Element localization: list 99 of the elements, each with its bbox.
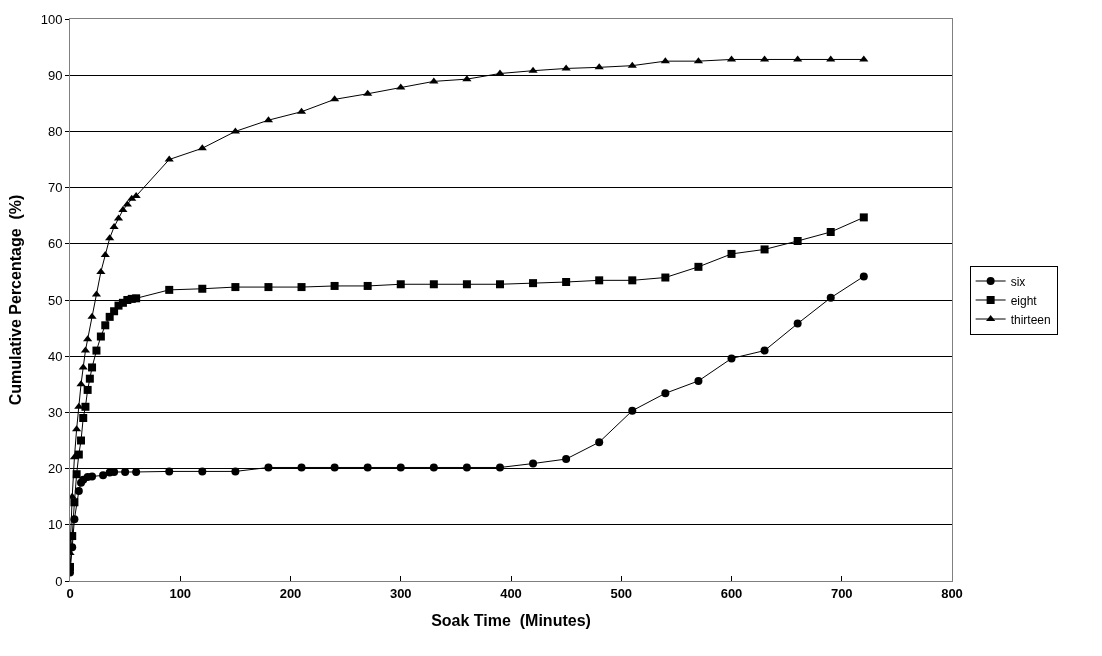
y-tick-label: 90 bbox=[47, 67, 63, 83]
point bbox=[528, 66, 538, 73]
point bbox=[495, 69, 505, 76]
legend-label: thirteen bbox=[1010, 312, 1051, 327]
point bbox=[79, 414, 88, 423]
point bbox=[330, 463, 339, 472]
x-tick-label: 100 bbox=[169, 585, 192, 601]
point bbox=[661, 273, 670, 282]
y-tick-label: 10 bbox=[47, 517, 63, 533]
legend-label: eight bbox=[1010, 293, 1038, 308]
point bbox=[628, 406, 637, 415]
point bbox=[826, 228, 835, 236]
point bbox=[72, 425, 82, 432]
point bbox=[562, 278, 571, 287]
point bbox=[74, 487, 83, 496]
point bbox=[826, 293, 835, 302]
point bbox=[462, 463, 471, 472]
point bbox=[462, 280, 471, 289]
x-tick-label: 0 bbox=[66, 585, 74, 601]
point bbox=[100, 251, 110, 258]
x-tick-label: 500 bbox=[610, 585, 633, 601]
point bbox=[562, 455, 571, 464]
point bbox=[727, 354, 736, 363]
point bbox=[793, 319, 802, 328]
y-tick-label: 100 bbox=[40, 11, 63, 27]
point bbox=[793, 236, 802, 245]
point bbox=[92, 346, 101, 355]
point bbox=[231, 467, 240, 476]
point bbox=[127, 194, 137, 201]
x-tick-label: 200 bbox=[279, 585, 302, 601]
point bbox=[231, 283, 240, 292]
point bbox=[198, 284, 207, 293]
y-tick-label: 50 bbox=[47, 292, 63, 308]
point bbox=[83, 385, 92, 394]
y-tick-label: 0 bbox=[55, 573, 63, 589]
point bbox=[495, 463, 504, 472]
point bbox=[363, 463, 372, 472]
point bbox=[727, 249, 736, 258]
point bbox=[83, 335, 93, 342]
point bbox=[297, 283, 306, 292]
point bbox=[661, 389, 670, 398]
point bbox=[118, 206, 128, 213]
x-tick-label: 700 bbox=[830, 585, 853, 601]
point bbox=[88, 363, 97, 372]
point bbox=[595, 438, 604, 447]
point bbox=[760, 346, 769, 355]
point bbox=[105, 234, 115, 241]
point bbox=[660, 57, 670, 64]
point bbox=[627, 61, 637, 68]
y-tick-label: 30 bbox=[47, 404, 63, 420]
x-tick-label: 400 bbox=[500, 585, 522, 601]
x-tick-label: 600 bbox=[720, 585, 743, 601]
y-tick-label: 70 bbox=[47, 180, 63, 196]
point bbox=[396, 463, 405, 472]
point bbox=[96, 332, 105, 341]
point bbox=[595, 276, 604, 285]
point bbox=[859, 213, 868, 222]
x-tick-label: 800 bbox=[941, 585, 963, 601]
point bbox=[101, 321, 110, 330]
point bbox=[694, 376, 703, 385]
legend-label: six bbox=[1010, 274, 1026, 289]
y-axis-title: Cumulative Percentage (%) bbox=[6, 194, 24, 406]
point bbox=[264, 283, 273, 292]
point bbox=[628, 276, 637, 285]
point bbox=[96, 267, 106, 274]
point bbox=[70, 453, 80, 460]
point bbox=[77, 436, 86, 445]
point bbox=[859, 272, 868, 281]
point bbox=[429, 280, 438, 289]
x-axis-title: Soak Time (Minutes) bbox=[431, 612, 591, 630]
point bbox=[396, 280, 405, 289]
point bbox=[81, 402, 90, 411]
point bbox=[495, 280, 504, 289]
point bbox=[330, 281, 339, 290]
point bbox=[396, 83, 406, 90]
point bbox=[109, 222, 119, 229]
point bbox=[363, 281, 372, 290]
point bbox=[164, 155, 174, 162]
y-tick-label: 20 bbox=[47, 461, 63, 477]
point bbox=[297, 463, 306, 472]
point bbox=[165, 467, 174, 476]
point bbox=[198, 467, 207, 476]
point bbox=[88, 472, 97, 481]
point bbox=[264, 463, 273, 472]
y-tick-label: 60 bbox=[47, 236, 63, 252]
point bbox=[132, 294, 141, 303]
point bbox=[529, 459, 538, 468]
point bbox=[87, 312, 97, 319]
point bbox=[165, 285, 174, 294]
y-tick-label: 80 bbox=[47, 123, 63, 139]
point bbox=[694, 262, 703, 271]
point bbox=[429, 463, 438, 472]
point bbox=[363, 89, 373, 96]
y-tick-label: 40 bbox=[47, 348, 63, 364]
point bbox=[760, 245, 769, 254]
point bbox=[529, 279, 538, 288]
point bbox=[99, 471, 108, 480]
point bbox=[85, 374, 94, 383]
x-tick-label: 300 bbox=[389, 585, 412, 601]
